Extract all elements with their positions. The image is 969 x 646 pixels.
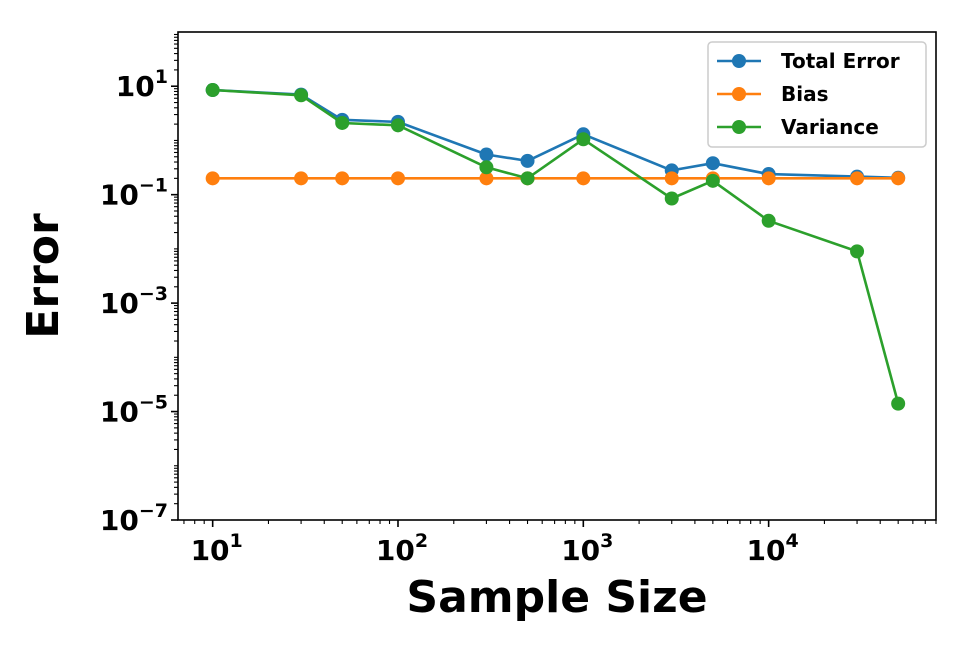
legend-item: Variance <box>717 115 879 139</box>
series-line <box>212 88 900 404</box>
x-tick-exponent: 1 <box>230 530 243 552</box>
x-tick-label: 101 <box>191 530 243 567</box>
data-point <box>335 115 350 130</box>
y-tick-base: 10 <box>100 504 139 537</box>
data-point <box>205 83 220 98</box>
y-tick-label: 10−3 <box>100 283 168 320</box>
legend-marker <box>732 87 746 101</box>
data-point <box>705 156 720 171</box>
x-tick-label: 104 <box>747 530 799 567</box>
data-point <box>479 160 494 175</box>
data-point <box>294 88 309 103</box>
y-tick-base: 10 <box>100 179 139 212</box>
data-point <box>850 171 865 186</box>
data-point <box>705 173 720 188</box>
y-tick-exponent: −3 <box>139 283 168 305</box>
legend-label: Bias <box>781 82 829 106</box>
y-tick-label: 10−7 <box>100 500 168 537</box>
x-tick-base: 10 <box>561 534 600 567</box>
series-layer <box>205 83 906 411</box>
x-tick-label: 103 <box>561 530 613 567</box>
data-point <box>294 171 309 186</box>
legend-frame <box>707 41 927 148</box>
data-point <box>479 171 494 186</box>
series-bias <box>205 171 906 186</box>
legend-item: Total Error <box>717 49 900 73</box>
data-point <box>479 147 494 162</box>
x-tick-exponent: 4 <box>786 530 799 552</box>
data-point <box>205 171 220 186</box>
x-tick-exponent: 3 <box>600 530 613 552</box>
legend-marker <box>732 54 746 68</box>
legend-label: Variance <box>781 115 879 139</box>
legend: Total Error Bias Variance <box>707 41 927 148</box>
data-point <box>664 191 679 206</box>
data-point <box>664 171 679 186</box>
data-point <box>520 171 535 186</box>
x-axis: 101 102 103 104 <box>183 520 937 567</box>
data-point <box>850 244 865 259</box>
series-line <box>212 88 899 180</box>
y-tick-base: 10 <box>116 70 155 103</box>
data-point <box>891 396 906 411</box>
y-tick-exponent: 1 <box>155 66 168 88</box>
y-tick-label: 10−1 <box>100 175 168 212</box>
y-tick-exponent: −1 <box>139 175 168 197</box>
data-point <box>761 213 776 228</box>
x-tick-exponent: 2 <box>415 530 428 552</box>
data-point <box>335 171 350 186</box>
x-tick-label: 102 <box>376 530 428 567</box>
y-tick-base: 10 <box>100 396 139 429</box>
legend-label: Total Error <box>781 49 900 73</box>
y-tick-exponent: −5 <box>139 392 168 414</box>
y-tick-exponent: −7 <box>139 500 168 522</box>
data-point <box>520 153 535 168</box>
data-point <box>390 171 405 186</box>
legend-item: Bias <box>717 82 829 106</box>
y-tick-base: 10 <box>100 287 139 320</box>
data-point <box>761 171 776 186</box>
y-tick-label: 10−5 <box>100 392 168 429</box>
x-tick-base: 10 <box>747 534 786 567</box>
y-axis-title: Error <box>18 213 69 339</box>
y-tick-label: 101 <box>116 66 168 103</box>
data-point <box>576 171 591 186</box>
data-point <box>576 132 591 147</box>
legend-marker <box>732 120 746 134</box>
data-point <box>891 171 906 186</box>
x-tick-base: 10 <box>191 534 230 567</box>
x-axis-title: Sample Size <box>406 572 707 623</box>
data-point <box>390 118 405 133</box>
series-variance <box>205 83 906 411</box>
x-tick-base: 10 <box>376 534 415 567</box>
